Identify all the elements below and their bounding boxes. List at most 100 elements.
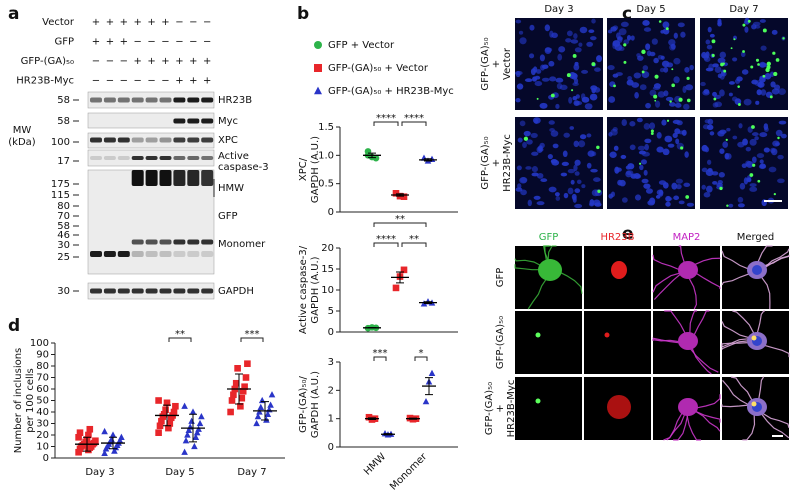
significance-bracket: [373, 121, 399, 126]
data-point: [428, 369, 436, 376]
blot-band: [187, 251, 200, 257]
nucleus: [706, 159, 712, 165]
row-label: GFP-(GA)₅₀: [484, 382, 495, 435]
nucleus: [637, 55, 644, 61]
nucleus: [661, 119, 667, 126]
condition-sign: −: [203, 37, 211, 48]
nucleus: [643, 169, 648, 176]
blot-band: [173, 288, 186, 294]
band-label: GFP: [218, 211, 238, 222]
nucleus: [534, 118, 539, 124]
nucleus: [662, 148, 670, 156]
data-point: [195, 425, 202, 432]
data-point: [92, 437, 99, 445]
error-bar: [368, 152, 376, 159]
blot-band: [173, 118, 186, 124]
inclusion: [653, 94, 658, 99]
data-point: [232, 379, 240, 387]
nucleus: [530, 132, 538, 139]
blot-band: [201, 251, 214, 257]
data-point: [392, 190, 400, 197]
nucleus: [643, 183, 651, 189]
significance-bracket: [373, 242, 399, 247]
nucleus: [532, 76, 538, 82]
inclusion: [757, 63, 760, 66]
nucleus: [726, 127, 731, 132]
nucleus: [657, 54, 664, 60]
inclusion: [742, 50, 745, 53]
nucleus: [612, 42, 617, 49]
nucleus: [655, 194, 661, 199]
nucleus: [573, 164, 578, 172]
data-point: [256, 408, 263, 415]
nucleus: [724, 152, 730, 160]
nucleus: [608, 132, 613, 137]
blot-band: [145, 288, 158, 294]
nucleus: [578, 42, 583, 47]
blot-band: [145, 137, 158, 143]
nucleus: [581, 69, 589, 74]
nucleus: [547, 153, 553, 160]
nucleus: [568, 96, 573, 104]
condition-sign: +: [92, 17, 100, 28]
nucleus: [539, 102, 548, 109]
condition-sign: +: [147, 17, 155, 28]
significance-bracket: [401, 242, 427, 247]
nucleus: [586, 41, 594, 47]
nucleus: [737, 196, 744, 203]
significance-bracket: [373, 356, 387, 361]
data-point: [257, 403, 265, 411]
data-point: [196, 419, 204, 427]
error-bar: [83, 436, 91, 452]
nucleus: [778, 88, 786, 95]
blot-band: [90, 97, 102, 103]
nucleus: [702, 124, 710, 130]
legend-marker: [314, 41, 322, 49]
significance-label: **: [409, 234, 419, 245]
nucleus: [703, 192, 711, 198]
inclusion: [654, 74, 659, 79]
nucleus: [520, 189, 527, 196]
condition-sign: +: [203, 56, 211, 67]
error-bar: [396, 271, 404, 284]
nucleus: [645, 43, 651, 51]
blot-band: [187, 170, 200, 186]
nucleus: [573, 33, 578, 39]
nucleus: [643, 27, 652, 32]
y-tick-label: 10: [36, 442, 49, 453]
nucleus: [763, 147, 770, 153]
data-point: [372, 154, 380, 162]
condition-sign: −: [134, 37, 142, 48]
nucleus: [529, 53, 535, 59]
nucleus: [749, 183, 757, 187]
nucleus: [649, 197, 656, 205]
data-point: [191, 442, 198, 450]
nucleus: [658, 180, 667, 185]
inclusion: [750, 65, 754, 69]
condition-sign: −: [189, 37, 197, 48]
inclusion: [591, 62, 596, 67]
nucleus: [760, 89, 767, 96]
data-point: [182, 437, 190, 444]
nucleus: [728, 92, 733, 97]
nucleus: [561, 161, 569, 167]
inclusion: [747, 19, 751, 23]
data-point: [111, 447, 118, 454]
nucleus: [586, 162, 592, 169]
blot-band: [159, 156, 172, 160]
nucleus: [578, 140, 586, 148]
nucleus: [629, 144, 636, 151]
nucleus: [574, 47, 582, 53]
column-header: GFP: [539, 232, 559, 243]
nucleus: [544, 24, 551, 32]
mw-marker: 58: [57, 95, 70, 106]
nucleus: [618, 28, 627, 36]
nucleus: [588, 202, 595, 207]
column-header: Day 7: [729, 4, 758, 15]
y-axis-label: GAPDH (A.U.): [310, 136, 321, 203]
blot-band: [145, 239, 158, 245]
nucleus: [621, 197, 628, 203]
nucleus: [684, 151, 689, 158]
nucleus: [740, 51, 746, 57]
nucleus: [759, 159, 764, 164]
